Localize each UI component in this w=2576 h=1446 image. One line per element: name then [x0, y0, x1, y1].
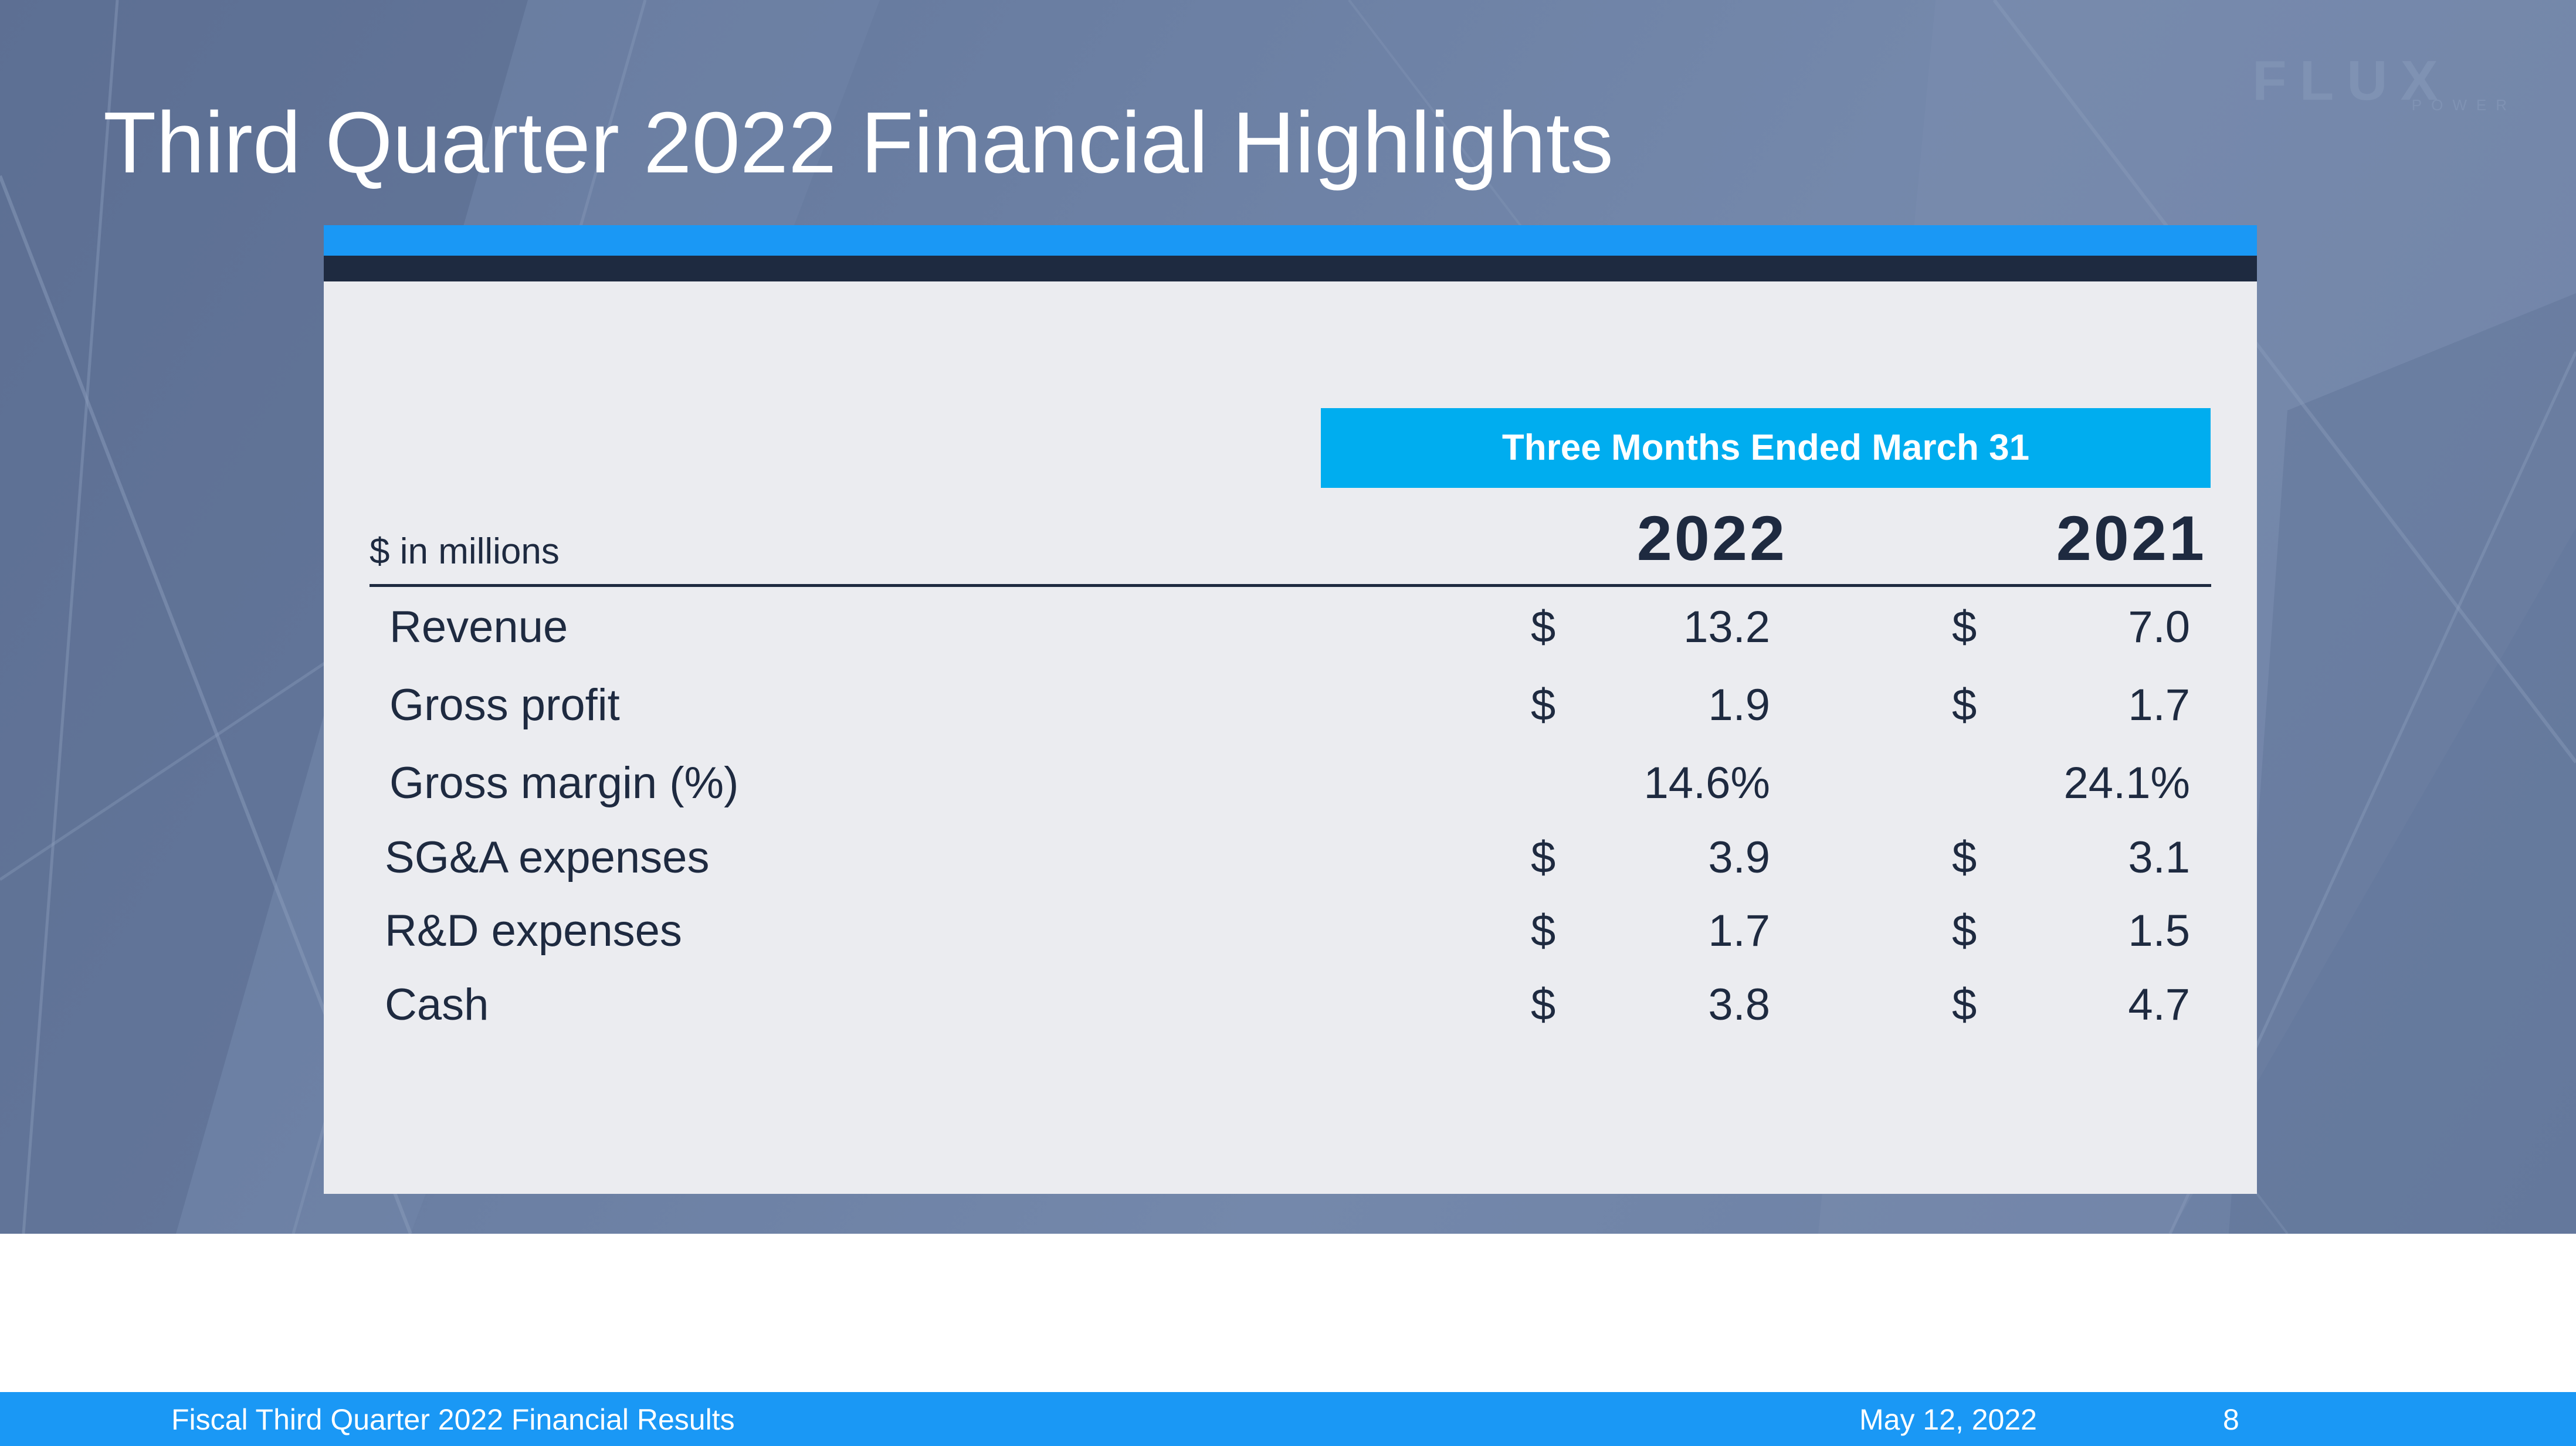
currency-symbol: $ [1531, 980, 1556, 1030]
value-2022: 1.7 [1708, 906, 1770, 956]
period-header: Three Months Ended March 31 [1321, 408, 2211, 488]
card-dark-stripe [324, 256, 2257, 281]
value-2021: 3.1 [2128, 833, 2190, 882]
row-label: Gross margin (%) [389, 758, 739, 808]
value-2022: 14.6% [1643, 758, 1771, 808]
logo-wordmark: FLUX [2252, 49, 2451, 112]
row-label: Revenue [389, 602, 568, 652]
currency-symbol: $ [1952, 680, 1977, 730]
page-number: 8 [2223, 1403, 2239, 1436]
card-accent-stripe [324, 225, 2257, 256]
value-2022: 3.9 [1708, 833, 1770, 882]
currency-symbol: $ [1952, 833, 1977, 882]
value-2021: 1.7 [2128, 680, 2190, 730]
value-2021: 7.0 [2128, 602, 2190, 652]
footer-bar: Fiscal Third Quarter 2022 Financial Resu… [0, 1392, 2576, 1446]
slide-title: Third Quarter 2022 Financial Highlights [103, 94, 1614, 191]
logo-subtitle: POWER [2411, 96, 2516, 114]
table-row-cash: Cash $ 3.8 $ 4.7 [324, 983, 2257, 1047]
footer-date: May 12, 2022 [1859, 1403, 2037, 1436]
table-row-rd-expenses: R&D expenses $ 1.7 $ 1.5 [324, 909, 2257, 973]
value-2022: 13.2 [1683, 602, 1770, 652]
value-2022: 3.8 [1708, 980, 1770, 1030]
flux-power-logo: FLUX POWER [2252, 53, 2516, 117]
currency-symbol: $ [1531, 833, 1556, 882]
table-row-sga-expenses: SG&A expenses $ 3.9 $ 3.1 [324, 836, 2257, 900]
financial-highlights-card: Three Months Ended March 31 $ in million… [324, 225, 2257, 1194]
units-label: $ in millions [370, 531, 560, 572]
value-2022: 1.9 [1708, 680, 1770, 730]
currency-symbol: $ [1531, 906, 1556, 956]
value-2021: 1.5 [2128, 906, 2190, 956]
currency-symbol: $ [1531, 680, 1556, 730]
row-label: Gross profit [389, 680, 620, 730]
value-2021: 4.7 [2128, 980, 2190, 1030]
year-header-2021: 2021 [2056, 503, 2206, 573]
row-label: Cash [385, 980, 489, 1030]
footer-title: Fiscal Third Quarter 2022 Financial Resu… [171, 1403, 735, 1436]
currency-symbol: $ [1952, 602, 1977, 652]
currency-symbol: $ [1952, 980, 1977, 1030]
table-row-gross-margin: Gross margin (%) 14.6% 24.1% [324, 761, 2257, 826]
currency-symbol: $ [1952, 906, 1977, 956]
year-header-2022: 2022 [1636, 503, 1787, 573]
table-row-gross-profit: Gross profit $ 1.9 $ 1.7 [324, 683, 2257, 748]
row-label: R&D expenses [385, 906, 682, 956]
currency-symbol: $ [1531, 602, 1556, 652]
value-2021: 24.1% [2063, 758, 2191, 808]
table-row-revenue: Revenue $ 13.2 $ 7.0 [324, 605, 2257, 670]
header-divider [370, 584, 2211, 587]
row-label: SG&A expenses [385, 833, 710, 882]
